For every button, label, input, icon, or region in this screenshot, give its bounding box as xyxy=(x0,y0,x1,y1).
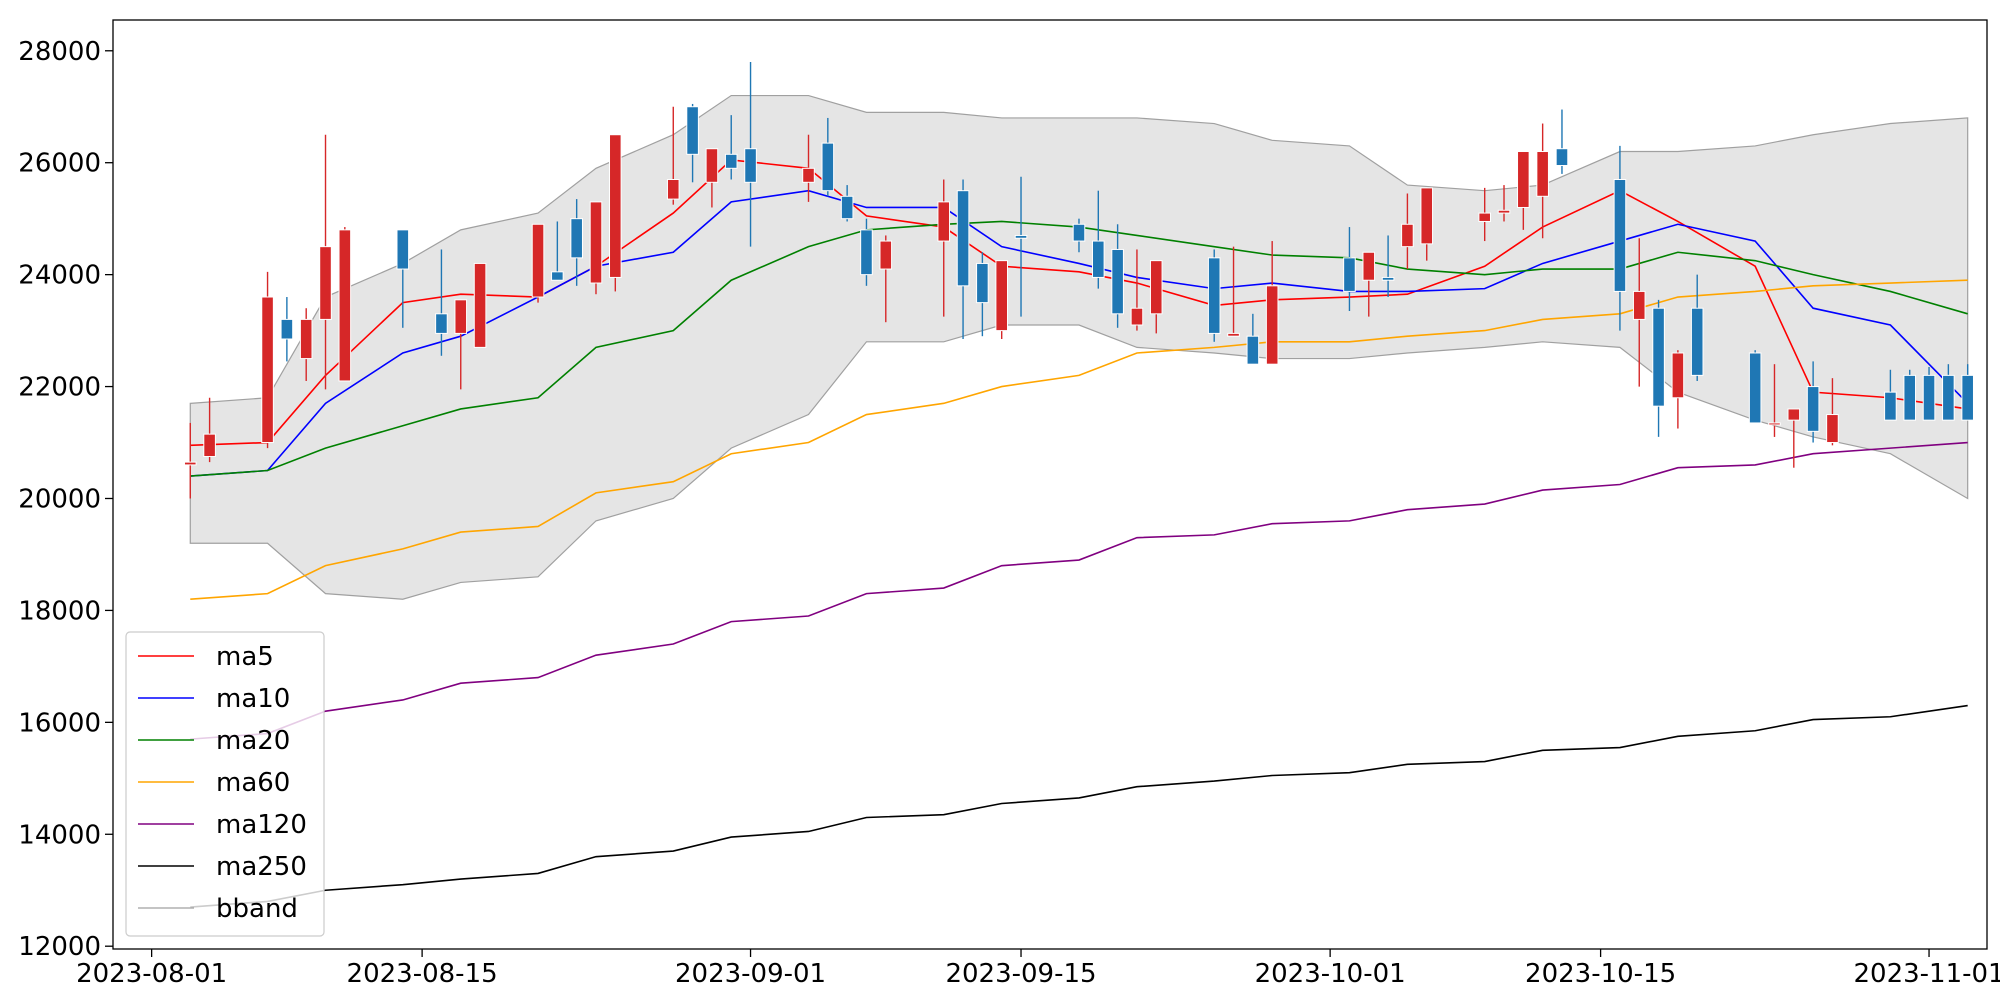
ma5-line xyxy=(190,159,1968,447)
candle-body xyxy=(1207,257,1221,334)
x-tick-label: 2023-10-15 xyxy=(1525,959,1676,989)
candle-body xyxy=(203,433,216,458)
candle-body xyxy=(280,318,294,340)
candle-body xyxy=(1497,209,1511,214)
candle-body xyxy=(879,240,893,270)
x-tick-label: 2023-08-15 xyxy=(347,959,498,989)
ma250-line xyxy=(190,704,1968,908)
candle-body xyxy=(609,134,622,278)
candle-body xyxy=(1922,374,1936,421)
candle-body xyxy=(551,271,564,281)
y-tick-label: 18000 xyxy=(18,596,101,626)
y-tick-label: 24000 xyxy=(18,261,101,291)
candle-body xyxy=(1690,307,1704,376)
legend-label-ma120: ma120 xyxy=(216,810,307,840)
candle-body xyxy=(1806,386,1820,432)
candle-body xyxy=(1014,234,1028,239)
candle-body xyxy=(570,218,583,259)
candle-body xyxy=(995,260,1008,332)
candle-body xyxy=(976,262,989,304)
legend-label-ma250: ma250 xyxy=(216,852,307,882)
legend-label-ma20: ma20 xyxy=(216,726,290,756)
candle-body xyxy=(1768,422,1781,426)
x-tick-label: 2023-11-01 xyxy=(1853,959,2000,989)
candle-body xyxy=(1265,285,1279,365)
candle-body xyxy=(1555,148,1569,167)
candle-body xyxy=(435,313,448,334)
candle-body xyxy=(261,296,274,444)
candle-body xyxy=(956,190,970,287)
candle-body xyxy=(1652,307,1665,407)
y-tick-label: 20000 xyxy=(18,484,101,514)
x-tick-label: 2023-09-15 xyxy=(945,959,1096,989)
candle-body xyxy=(396,229,410,270)
y-axis: 12000 14000 16000 18000 20000 22000 24000 26000… xyxy=(18,37,113,962)
x-tick-label: 2023-10-01 xyxy=(1255,959,1406,989)
candle-body xyxy=(1961,374,1974,421)
candle-body xyxy=(1111,248,1124,315)
candle-body xyxy=(724,153,738,169)
candle-body xyxy=(705,148,719,183)
candle-body xyxy=(1343,257,1356,292)
candle-body xyxy=(860,229,873,276)
candle-body xyxy=(1613,178,1627,292)
candle-body xyxy=(319,246,332,320)
candle-body xyxy=(454,299,468,334)
y-tick-label: 22000 xyxy=(18,373,101,403)
legend-label-ma60: ma60 xyxy=(216,768,290,798)
legend-label-bband: bband xyxy=(216,894,298,924)
candle-body xyxy=(840,195,854,220)
plot-area xyxy=(183,61,1974,908)
candle-body xyxy=(1072,223,1086,242)
candle-body xyxy=(802,167,815,183)
candle-body xyxy=(1381,276,1395,281)
candle-body xyxy=(937,201,951,242)
candle-body xyxy=(589,201,603,284)
ma10-line xyxy=(190,189,1969,477)
legend-box xyxy=(125,631,325,937)
candle-body xyxy=(1671,352,1685,399)
candle-body xyxy=(338,229,352,382)
x-tick-label: 2023-09-01 xyxy=(675,959,826,989)
y-tick-label: 12000 xyxy=(18,932,101,962)
candle-body xyxy=(666,178,680,200)
candle-body xyxy=(1130,307,1144,326)
candle-body xyxy=(744,148,757,183)
candle-body xyxy=(1884,391,1897,421)
y-tick-label: 16000 xyxy=(18,708,101,738)
candle-body xyxy=(1092,240,1105,278)
legend-label-ma5: ma5 xyxy=(216,642,274,672)
candle-body xyxy=(473,262,487,348)
candle-body xyxy=(531,223,545,298)
y-tick-label: 28000 xyxy=(18,37,101,67)
candle-body xyxy=(1826,414,1839,444)
legend: ma5 ma10 ma20 ma60 ma120 ma250 bband xyxy=(125,631,325,937)
candle-body xyxy=(1227,332,1240,337)
candle-body xyxy=(1536,151,1549,197)
axes-frame xyxy=(112,19,1988,950)
candle-body xyxy=(1517,151,1530,208)
candle-body xyxy=(1748,352,1762,424)
candle-body xyxy=(1478,212,1491,222)
legend-label-ma10: ma10 xyxy=(216,684,290,714)
x-axis: 2023-08-01 2023-08-15 2023-09-01 2023-09-15… xyxy=(76,949,2000,989)
candle-body xyxy=(183,461,197,466)
candle-body xyxy=(1903,374,1917,421)
candle-body xyxy=(1246,335,1260,365)
candle-body xyxy=(1362,251,1376,281)
y-tick-label: 26000 xyxy=(18,149,101,179)
ma120-line xyxy=(190,441,1968,740)
candle-body xyxy=(1632,290,1646,320)
candle-body xyxy=(1401,223,1414,248)
candle-body xyxy=(686,106,699,155)
x-tick-label: 2023-08-01 xyxy=(76,959,227,989)
candle-body xyxy=(1942,374,1955,421)
candle-body xyxy=(299,318,313,360)
candle-body xyxy=(1420,187,1434,245)
candle-body xyxy=(821,142,835,192)
candle-body xyxy=(1787,408,1801,421)
y-tick-label: 14000 xyxy=(18,820,101,850)
candle-body xyxy=(1149,260,1163,315)
